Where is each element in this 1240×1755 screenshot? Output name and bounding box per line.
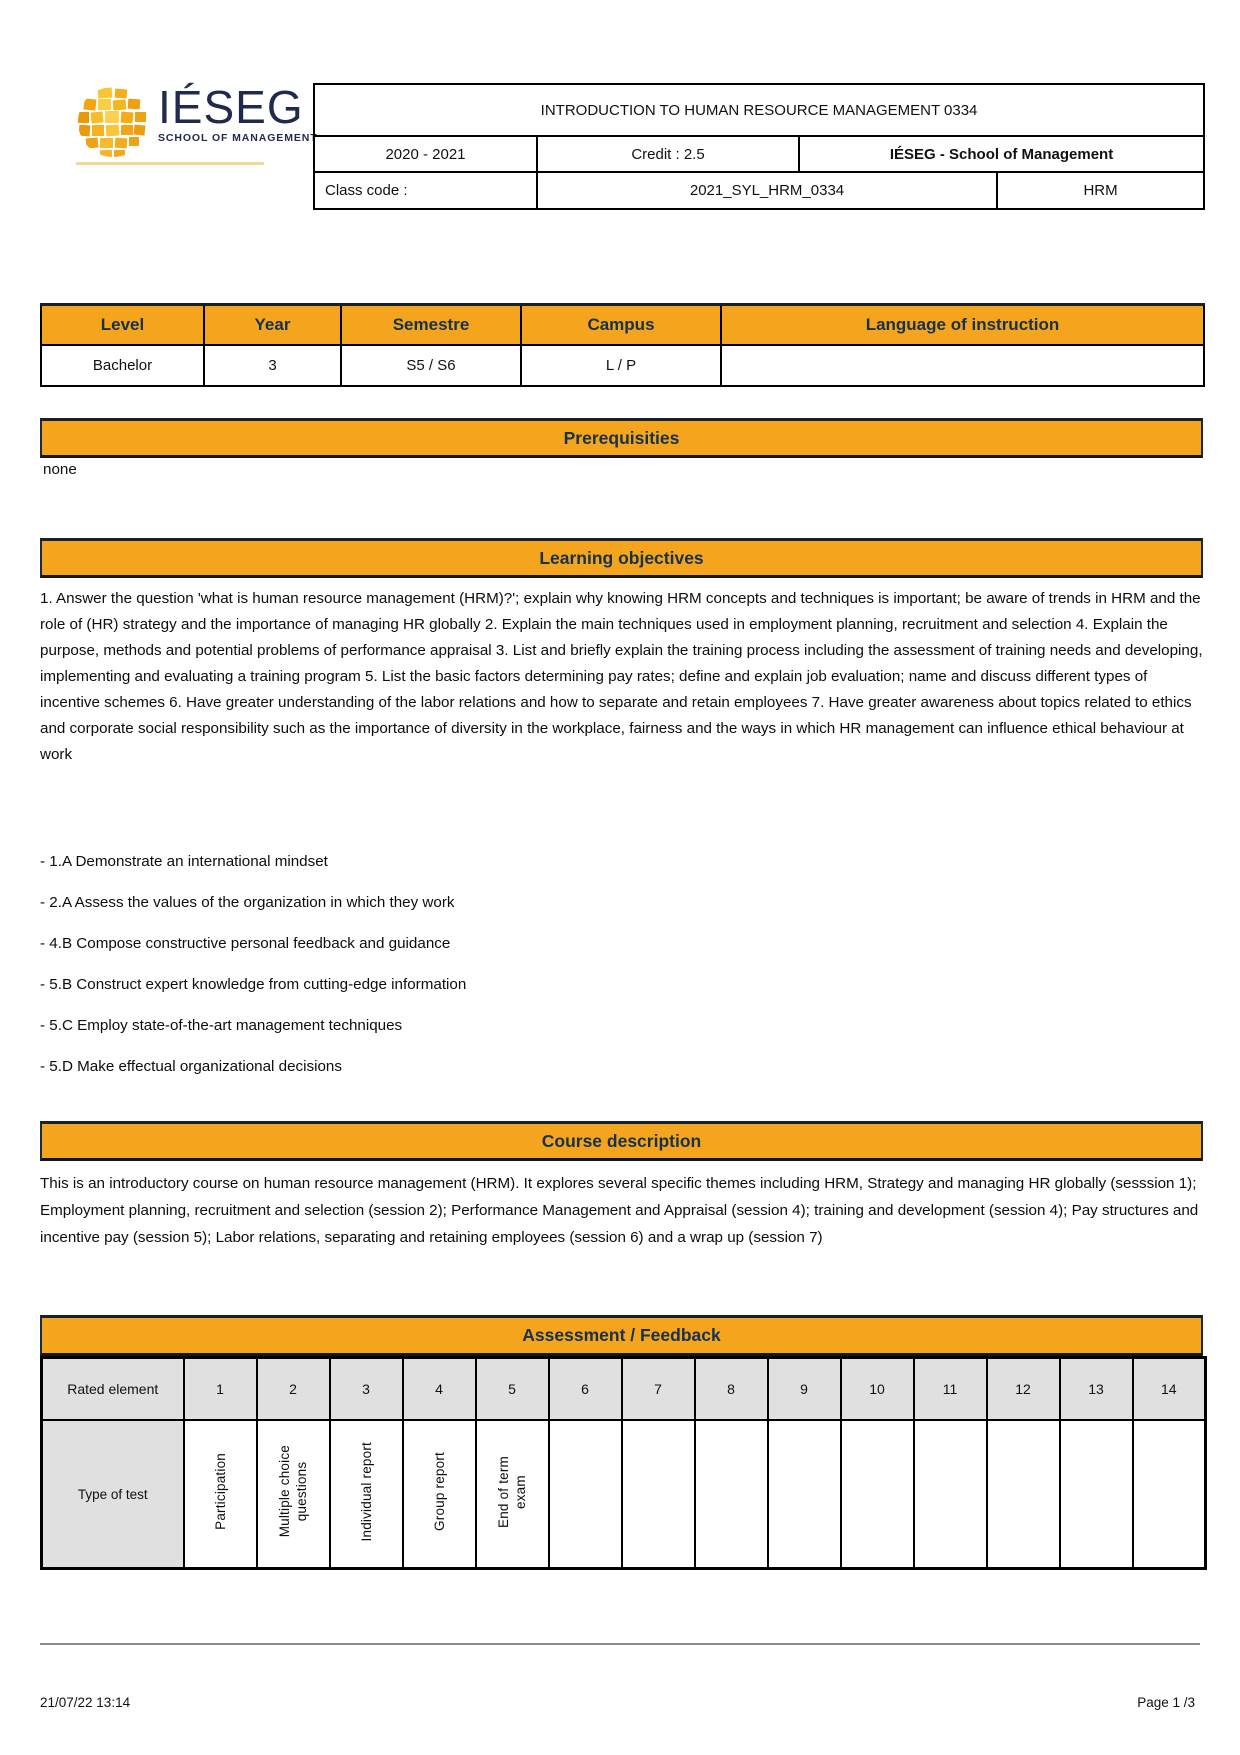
assessment-section: Assessment / Feedback Rated element 1 2 … — [40, 1315, 1207, 1570]
info-value-level: Bachelor — [40, 344, 205, 387]
test-type-cell-empty — [985, 1419, 1061, 1570]
assessment-table: Rated element 1 2 3 4 5 6 7 8 9 10 11 12… — [40, 1356, 1207, 1570]
rated-element-number: 6 — [547, 1356, 623, 1421]
info-value-language — [720, 344, 1205, 387]
info-header-language: Language of instruction — [720, 303, 1205, 346]
rated-element-number: 8 — [693, 1356, 769, 1421]
rated-element-number: 12 — [985, 1356, 1061, 1421]
logo-underline — [76, 162, 264, 165]
rated-element-number: 3 — [328, 1356, 404, 1421]
test-type-cell: Multiple choice questions — [255, 1419, 331, 1570]
objective-bullet: - 2.A Assess the values of the organizat… — [40, 894, 455, 911]
footer-timestamp: 21/07/22 13:14 — [40, 1695, 131, 1710]
test-type-cell: End of term exam — [474, 1419, 550, 1570]
class-code-value: 2021_SYL_HRM_0334 — [536, 171, 998, 210]
ieseg-globe-icon — [78, 87, 148, 157]
info-header-campus: Campus — [520, 303, 722, 346]
test-type-cell-empty — [620, 1419, 696, 1570]
rated-element-number: 7 — [620, 1356, 696, 1421]
test-type-cell: Participation — [182, 1419, 258, 1570]
objective-bullet: - 5.C Employ state-of-the-art management… — [40, 1017, 403, 1034]
class-code-label: Class code : — [313, 171, 538, 210]
rated-element-number: 13 — [1058, 1356, 1134, 1421]
course-header-table: INTRODUCTION TO HUMAN RESOURCE MANAGEMEN… — [312, 83, 1206, 210]
learning-objectives-bullets: - 1.A Demonstrate an international minds… — [40, 849, 1203, 1095]
test-type-individual-report: Individual report — [358, 1441, 374, 1542]
test-type-cell-empty — [912, 1419, 988, 1570]
prerequisites-content: none — [43, 461, 77, 478]
rated-element-number: 10 — [839, 1356, 915, 1421]
logo-brand-text: IÉSEG — [158, 81, 304, 133]
ieseg-logo: IÉSEG SCHOOL OF MANAGEMENT — [76, 84, 318, 160]
academic-year: 2020 - 2021 — [313, 135, 538, 173]
info-header-year: Year — [203, 303, 342, 346]
learning-objectives-banner: Learning objectives — [40, 538, 1203, 578]
course-description-banner: Course description — [40, 1121, 1203, 1161]
test-type-cell-empty — [693, 1419, 769, 1570]
assessment-title: Assessment / Feedback — [522, 1325, 721, 1345]
test-type-cell: Group report — [401, 1419, 477, 1570]
rated-element-number: 4 — [401, 1356, 477, 1421]
objective-bullet: - 1.A Demonstrate an international minds… — [40, 853, 328, 870]
test-type-mcq: Multiple choice questions — [277, 1445, 309, 1538]
rated-element-number: 2 — [255, 1356, 331, 1421]
prerequisites-title: Prerequisities — [563, 427, 680, 448]
objective-bullet: - 4.B Compose constructive personal feed… — [40, 935, 451, 952]
rated-element-number: 9 — [766, 1356, 842, 1421]
school-name: IÉSEG - School of Management — [797, 135, 1206, 173]
objective-bullet: - 5.D Make effectual organizational deci… — [40, 1058, 342, 1075]
objective-bullet: - 5.B Construct expert knowledge from cu… — [40, 976, 467, 993]
course-description-paragraph: This is an introductory course on human … — [40, 1175, 1199, 1246]
credit-value: Credit : 2.5 — [536, 135, 800, 173]
rated-element-number: 11 — [912, 1356, 988, 1421]
rated-element-label: Rated element — [40, 1356, 185, 1421]
prerequisites-banner: Prerequisities — [40, 418, 1203, 458]
test-type-cell-empty — [766, 1419, 842, 1570]
test-type-end-of-term-exam: End of term exam — [496, 1455, 528, 1528]
test-type-cell-empty — [1131, 1419, 1207, 1570]
learning-objectives-title: Learning objectives — [539, 547, 704, 568]
course-description-title: Course description — [541, 1130, 702, 1151]
test-type-cell: Individual report — [328, 1419, 404, 1570]
course-title: INTRODUCTION TO HUMAN RESOURCE MANAGEMEN… — [312, 83, 1206, 137]
footer-page-number: Page 1 /3 — [1137, 1695, 1195, 1710]
test-type-cell-empty — [1058, 1419, 1134, 1570]
assessment-banner: Assessment / Feedback — [40, 1315, 1203, 1356]
rated-element-number: 14 — [1131, 1356, 1207, 1421]
info-header-semestre: Semestre — [340, 303, 522, 346]
test-type-cell-empty — [839, 1419, 915, 1570]
course-info-table: Level Year Semestre Campus Language of i… — [40, 303, 1205, 387]
test-type-participation: Participation — [212, 1453, 228, 1530]
logo-tagline-text: SCHOOL OF MANAGEMENT — [158, 132, 318, 144]
info-value-semestre: S5 / S6 — [340, 344, 522, 387]
rated-element-number: 5 — [474, 1356, 550, 1421]
learning-objectives-paragraph: 1. Answer the question 'what is human re… — [40, 590, 1203, 763]
rated-element-number: 1 — [182, 1356, 258, 1421]
test-type-group-report: Group report — [431, 1452, 447, 1531]
info-header-level: Level — [40, 303, 205, 346]
info-value-year: 3 — [203, 344, 342, 387]
type-of-test-label: Type of test — [40, 1419, 185, 1570]
department-code: HRM — [995, 171, 1206, 210]
info-value-campus: L / P — [520, 344, 722, 387]
footer-divider — [40, 1643, 1200, 1645]
test-type-cell-empty — [547, 1419, 623, 1570]
page-footer: 21/07/22 13:14 Page 1 /3 — [40, 1695, 1195, 1710]
